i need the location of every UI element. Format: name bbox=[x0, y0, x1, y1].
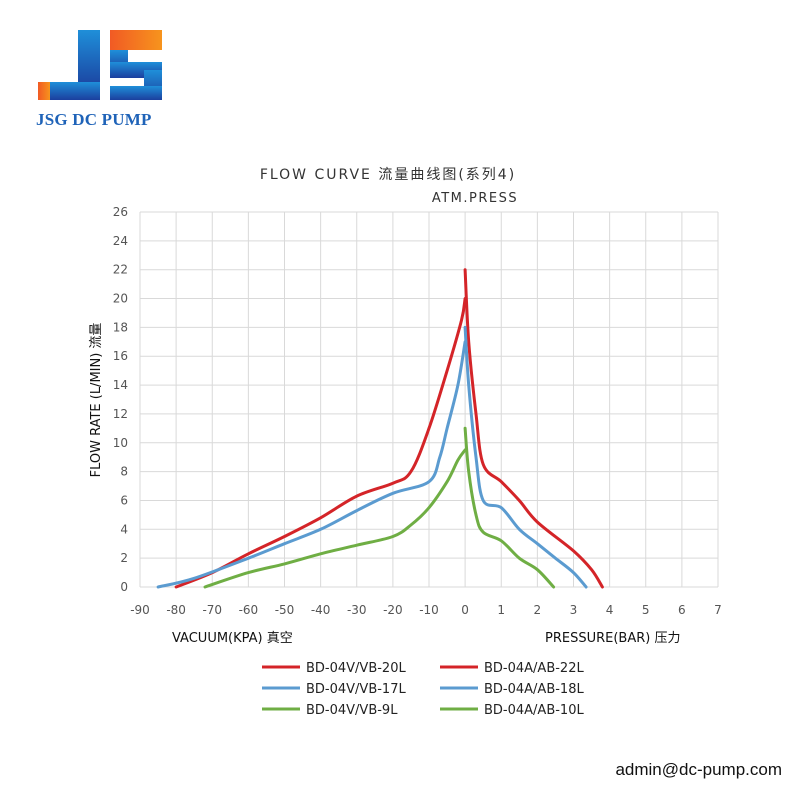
y-tick-label: 6 bbox=[120, 493, 128, 507]
logo-text: JSG DC PUMP bbox=[36, 110, 152, 129]
legend-label: BD-04V/VB-20L bbox=[306, 661, 406, 676]
chart-subtitle: ATM.PRESS bbox=[432, 191, 518, 206]
y-tick-label: 16 bbox=[113, 349, 128, 363]
x-tick-label-vacuum: -40 bbox=[311, 603, 331, 617]
x-tick-label-pressure: 6 bbox=[678, 603, 686, 617]
series-line-BD-04V/VB-9L bbox=[203, 448, 467, 589]
series-line-BD-04A/AB-22L bbox=[463, 268, 604, 589]
legend-label: BD-04V/VB-9L bbox=[306, 703, 398, 718]
y-tick-label: 2 bbox=[120, 551, 128, 565]
x-axis-label-vacuum: VACUUM(KPA) 真空 bbox=[172, 631, 293, 646]
x-tick-labels: -90 -80 -70 -60 -50 -40 -30 -20 -10 0 1 2 3 4 5 6 7 bbox=[130, 603, 722, 617]
x-tick-label-vacuum: -80 bbox=[166, 603, 186, 617]
legend-label: BD-04A/AB-10L bbox=[484, 703, 584, 718]
series-lines bbox=[156, 268, 604, 589]
x-tick-label-vacuum: -60 bbox=[239, 603, 259, 617]
y-tick-label: 4 bbox=[120, 522, 128, 536]
x-tick-label-pressure: 5 bbox=[642, 603, 650, 617]
series-line-BD-04A/AB-10L bbox=[463, 426, 556, 589]
series-line-BD-04V/VB-20L bbox=[174, 297, 467, 589]
legend-label: BD-04V/VB-17L bbox=[306, 682, 406, 697]
legend-label: BD-04A/AB-22L bbox=[484, 661, 584, 676]
x-tick-label-pressure: 4 bbox=[606, 603, 614, 617]
y-tick-label: 26 bbox=[113, 205, 128, 219]
grid bbox=[139, 211, 719, 588]
x-tick-label-vacuum: -70 bbox=[202, 603, 222, 617]
y-tick-label: 0 bbox=[120, 580, 128, 594]
jsg-logo bbox=[38, 30, 162, 100]
y-axis-label: FLOW RATE (L/MIN) 流量 bbox=[89, 323, 104, 478]
x-axis-label-pressure: PRESSURE(BAR) 压力 bbox=[545, 631, 680, 646]
y-tick-label: 24 bbox=[113, 234, 128, 248]
series-line-BD-04A/AB-18L bbox=[463, 325, 588, 589]
contact-email: admin@dc-pump.com bbox=[615, 760, 782, 779]
legend: BD-04V/VB-20L BD-04V/VB-17L BD-04V/VB-9L BD… bbox=[262, 661, 584, 718]
series-line-BD-04V/VB-17L bbox=[156, 340, 467, 589]
x-tick-label-vacuum: -50 bbox=[275, 603, 295, 617]
x-tick-label-pressure: 3 bbox=[570, 603, 578, 617]
x-tick-label-pressure: 1 bbox=[497, 603, 505, 617]
y-tick-label: 12 bbox=[113, 407, 128, 421]
y-tick-label: 18 bbox=[113, 320, 128, 334]
y-tick-label: 10 bbox=[113, 436, 128, 450]
legend-label: BD-04A/AB-18L bbox=[484, 682, 584, 697]
y-tick-label: 8 bbox=[120, 465, 128, 479]
x-tick-label-vacuum: 0 bbox=[461, 603, 469, 617]
y-tick-label: 14 bbox=[113, 378, 128, 392]
x-tick-label-pressure: 2 bbox=[534, 603, 542, 617]
x-tick-label-pressure: 7 bbox=[714, 603, 722, 617]
x-tick-label-vacuum: -10 bbox=[419, 603, 439, 617]
y-tick-label: 20 bbox=[113, 292, 128, 306]
x-tick-label-vacuum: -30 bbox=[347, 603, 367, 617]
x-tick-label-vacuum: -20 bbox=[383, 603, 403, 617]
x-tick-label-vacuum: -90 bbox=[130, 603, 150, 617]
y-tick-label: 22 bbox=[113, 263, 128, 277]
chart-title: FLOW CURVE 流量曲线图(系列4) bbox=[260, 167, 516, 183]
